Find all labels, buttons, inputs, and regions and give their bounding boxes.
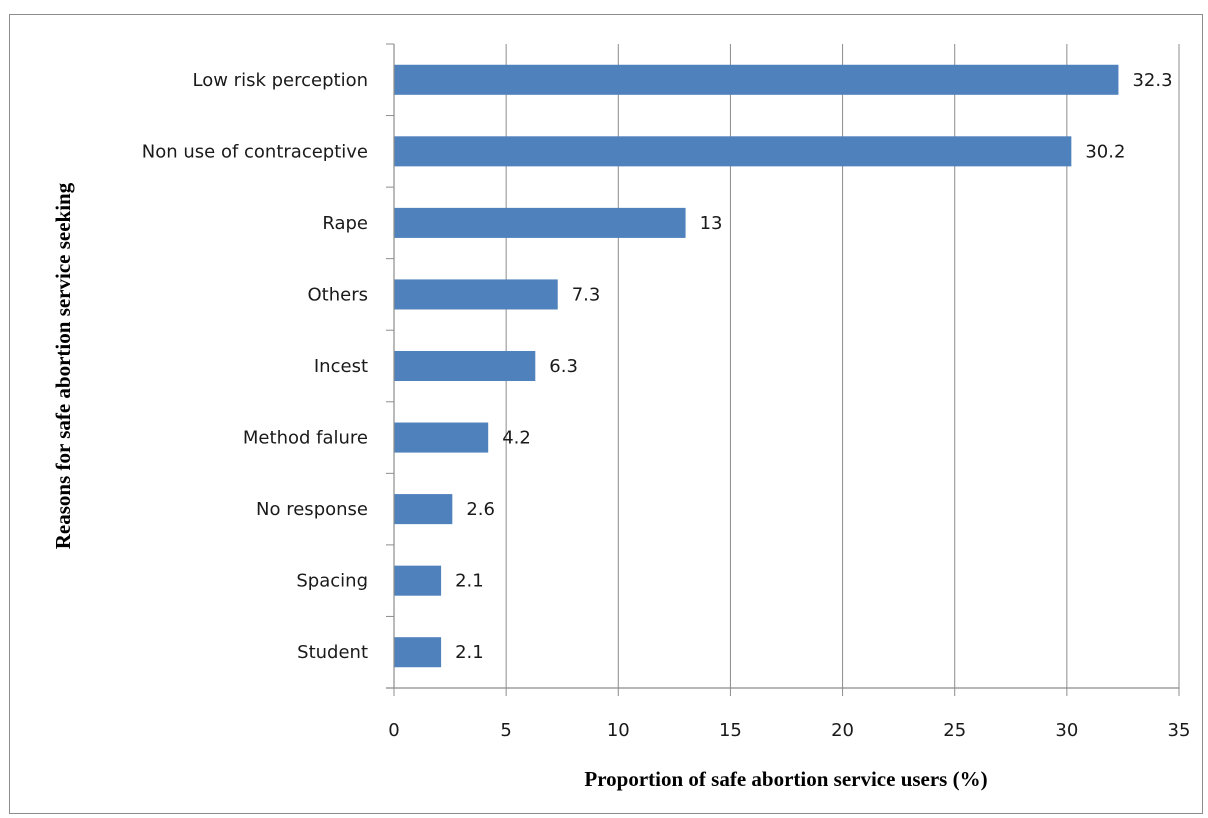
data-label: 13 [700, 213, 723, 234]
bar [394, 136, 1072, 167]
data-label: 6.3 [549, 356, 578, 377]
bar [394, 207, 686, 238]
category-label: Incest [314, 356, 368, 377]
axes [386, 44, 1179, 689]
category-label: Rape [322, 213, 368, 234]
y-axis-title: Reasons for safe abortion service seekin… [51, 182, 75, 549]
data-label: 2.1 [455, 642, 484, 663]
x-tick-label: 35 [1168, 720, 1191, 741]
data-labels: 32.3 30.2 13 7.3 6.3 4.2 2.6 2.1 2.1 [455, 70, 1172, 663]
category-label: Method falure [243, 428, 368, 449]
x-tick-labels: 0 5 10 15 20 25 30 35 [386, 43, 1191, 741]
data-label: 4.2 [502, 428, 531, 449]
category-label: Student [297, 642, 368, 663]
x-tick-label: 0 [388, 720, 399, 741]
bar [394, 350, 536, 382]
category-label: Others [308, 284, 369, 305]
x-tick-label: 5 [500, 720, 511, 741]
bar [394, 64, 1119, 95]
category-label: Non use of contraceptive [142, 141, 368, 162]
category-label: No response [256, 499, 368, 520]
data-label: 2.1 [455, 571, 484, 592]
x-tick-label: 20 [831, 720, 854, 741]
bar [394, 494, 453, 525]
category-label: Spacing [296, 571, 368, 592]
x-tick-label: 30 [1055, 720, 1078, 741]
data-label: 2.6 [466, 499, 495, 520]
bar [394, 637, 442, 668]
data-label: 32.3 [1132, 70, 1172, 91]
data-label: 30.2 [1085, 141, 1125, 162]
bar [394, 279, 558, 310]
category-labels: Low risk perception Non use of contracept… [142, 70, 368, 663]
bar [394, 565, 442, 596]
x-axis-title: Proportion of safe abortion service user… [584, 767, 987, 791]
x-tick-label: 10 [607, 720, 630, 741]
x-tick-label: 15 [719, 720, 742, 741]
x-tick-label: 25 [943, 720, 966, 741]
bars [394, 64, 1119, 668]
category-label: Low risk perception [193, 70, 368, 91]
data-label: 7.3 [572, 284, 601, 305]
bar [394, 422, 489, 453]
